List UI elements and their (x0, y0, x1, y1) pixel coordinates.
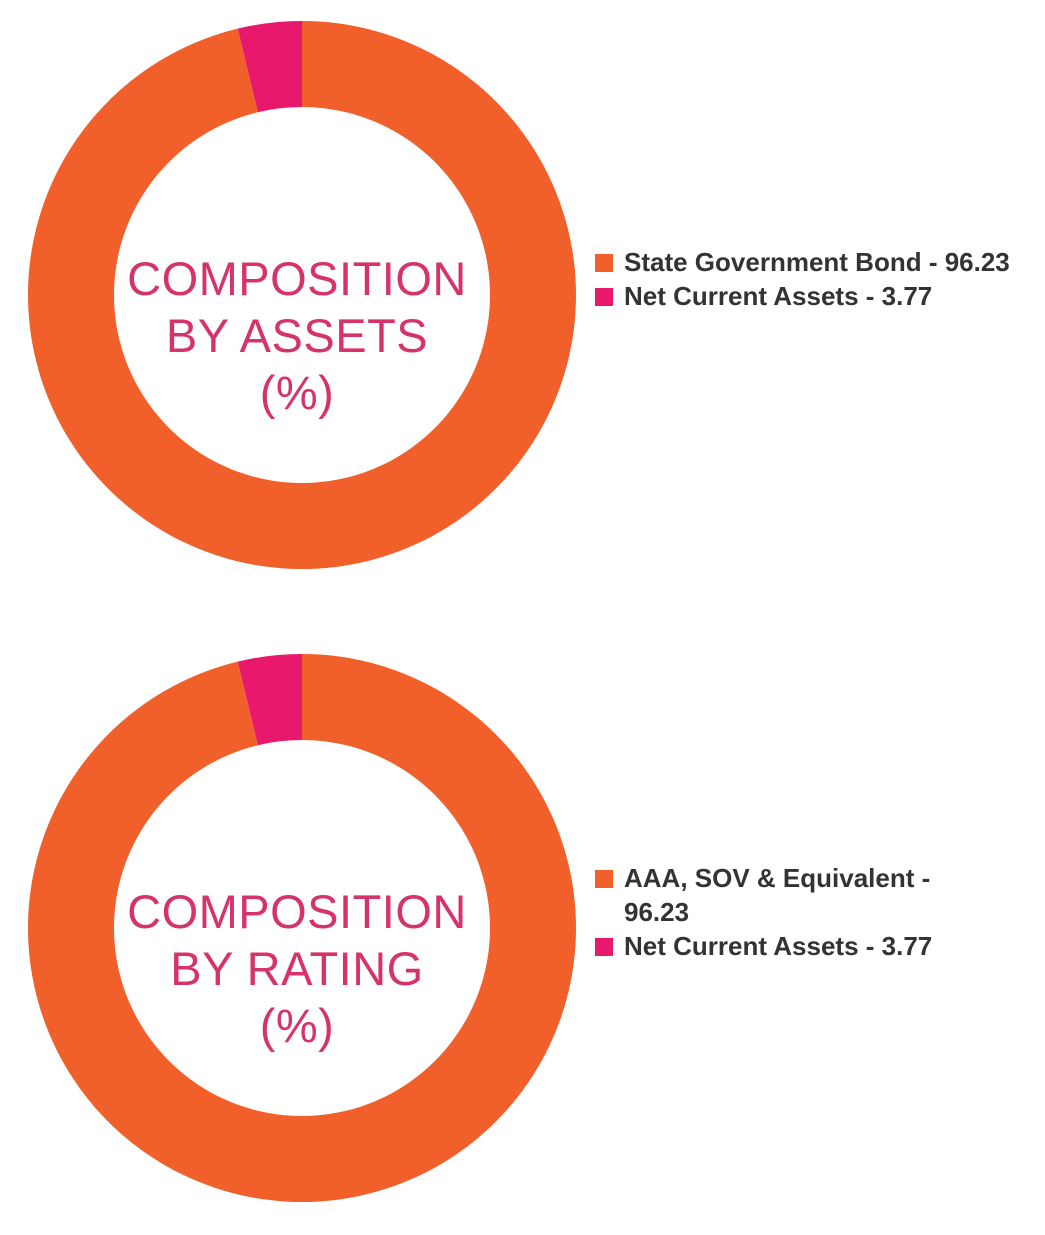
legend-label: State Government Bond - 96.23 (624, 247, 1010, 277)
assets-title-line-2: BY ASSETS (165, 309, 429, 362)
legend-label: Net Current Assets - 3.77 (624, 931, 933, 961)
legend-label: Net Current Assets - 3.77 (624, 281, 933, 311)
legend-swatch-orange (595, 254, 613, 272)
legend-item-aaa-sov-equivalent: AAA, SOV & Equivalent - 96.23 (595, 861, 964, 929)
legend-label: AAA, SOV & Equivalent - 96.23 (624, 863, 931, 927)
assets-center-label: COMPOSITION BY ASSETS (%) (112, 250, 482, 421)
donut-slice-state-government-bond (28, 21, 576, 569)
rating-legend: AAA, SOV & Equivalent - 96.23 Net Curren… (595, 861, 1035, 963)
assets-title-line-3: (%) (259, 366, 335, 419)
rating-title-line-1: COMPOSITION (127, 885, 467, 938)
rating-donut-chart (28, 654, 576, 1202)
assets-donut-chart (28, 21, 576, 569)
assets-title-line-1: COMPOSITION (127, 252, 467, 305)
donut-slice-net-current-assets (237, 654, 302, 746)
legend-item-state-government-bond: State Government Bond - 96.23 (595, 245, 1035, 279)
legend-swatch-orange (595, 870, 613, 888)
assets-legend: State Government Bond - 96.23 Net Curren… (595, 245, 1035, 313)
rating-title-line-2: BY RATING (170, 942, 424, 995)
rating-center-label: COMPOSITION BY RATING (%) (112, 883, 482, 1054)
legend-swatch-pink (595, 938, 613, 956)
legend-item-net-current-assets: Net Current Assets - 3.77 (595, 279, 1035, 313)
legend-item-net-current-assets: Net Current Assets - 3.77 (595, 929, 1035, 963)
donut-slice-net-current-assets (237, 21, 302, 113)
donut-slice-aaa-sov-equivalent (28, 654, 576, 1202)
rating-title-line-3: (%) (259, 999, 335, 1052)
legend-swatch-pink (595, 288, 613, 306)
